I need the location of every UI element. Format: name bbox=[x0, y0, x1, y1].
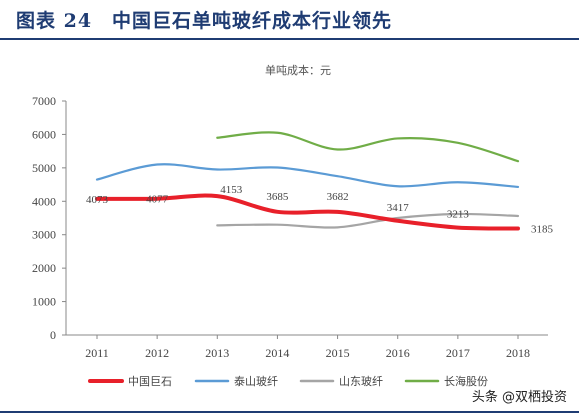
x-tick-label: 2017 bbox=[446, 346, 470, 360]
y-tick-label: 6000 bbox=[32, 127, 56, 141]
y-tick-label: 7000 bbox=[32, 94, 56, 108]
watermark: 头条 @双栖投资 bbox=[471, 390, 567, 405]
chart-title: 单吨成本：元 bbox=[265, 63, 331, 77]
figure-title-bar: 图表 24 中国巨石单吨玻纤成本行业领先 bbox=[0, 0, 579, 40]
legend-label: 泰山玻纤 bbox=[234, 374, 278, 388]
y-tick-label: 1000 bbox=[32, 295, 56, 309]
y-tick-label: 5000 bbox=[32, 161, 56, 175]
figure-title: 图表 24 中国巨石单吨玻纤成本行业领先 bbox=[16, 10, 393, 32]
x-tick-label: 2013 bbox=[205, 346, 229, 360]
x-tick-label: 2015 bbox=[326, 346, 350, 360]
x-tick-label: 2012 bbox=[145, 346, 169, 360]
legend-label: 长海股份 bbox=[444, 374, 488, 388]
data-label: 3213 bbox=[447, 209, 470, 221]
line-chart: 单吨成本：元 0 1000 2000 3000 4000 5000 6000 7000 201… bbox=[32, 63, 554, 388]
data-label: 3417 bbox=[387, 202, 410, 214]
data-label: 4077 bbox=[146, 194, 169, 206]
data-label: 3685 bbox=[266, 191, 289, 203]
data-label: 4153 bbox=[220, 184, 243, 196]
legend-label: 山东玻纤 bbox=[339, 375, 383, 388]
x-tick-label: 2016 bbox=[386, 346, 410, 360]
legend-label: 中国巨石 bbox=[128, 375, 172, 388]
y-tick-label: 4000 bbox=[32, 194, 56, 208]
y-tick-label: 3000 bbox=[32, 228, 56, 242]
data-label: 3185 bbox=[531, 224, 554, 236]
series-line-4 bbox=[216, 131, 520, 163]
y-tick-label: 2000 bbox=[32, 261, 56, 275]
x-tick-label: 2014 bbox=[265, 346, 289, 360]
series-line-2 bbox=[95, 163, 520, 189]
x-tick-label: 2011 bbox=[85, 346, 109, 360]
bottom-rule bbox=[0, 411, 579, 413]
data-label: 4073 bbox=[86, 194, 109, 206]
x-tick-label: 2018 bbox=[506, 346, 530, 360]
series-line-3 bbox=[216, 212, 520, 229]
y-tick-label: 0 bbox=[50, 328, 56, 342]
data-label: 3682 bbox=[327, 191, 349, 203]
series-line-1 bbox=[95, 193, 520, 231]
